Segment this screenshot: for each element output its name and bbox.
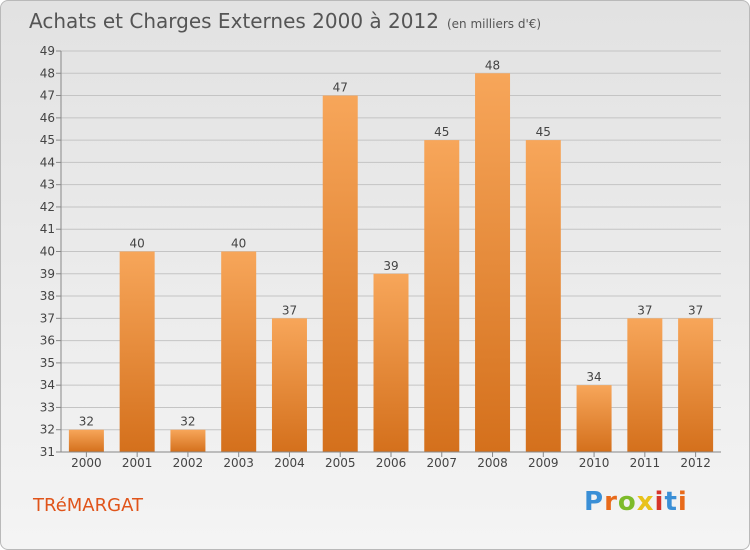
x-tick-label: 2000	[71, 456, 102, 470]
bar-value-label: 45	[434, 125, 449, 139]
y-tick-label: 36	[40, 334, 55, 348]
y-tick-label: 33	[40, 400, 55, 414]
bar-value-label: 40	[130, 237, 145, 251]
labels: 31 32 33 34 35 36 37 38 39 40 41 42 43 44 45 46 47 48 49 32…	[40, 44, 711, 470]
proxiti-logo: Proxiti	[584, 487, 688, 517]
bar	[68, 429, 104, 452]
logo-letter: x	[636, 487, 655, 517]
y-tick-label: 42	[40, 200, 55, 214]
y-tick-label: 41	[40, 222, 55, 236]
bars	[68, 73, 714, 453]
bar-value-label: 37	[637, 303, 652, 317]
bar	[170, 429, 206, 452]
x-tick-label: 2012	[680, 456, 711, 470]
chart-title: Achats et Charges Externes 2000 à 2012 (e…	[29, 9, 541, 33]
x-tick-label: 2011	[630, 456, 661, 470]
x-tick-label: 2008	[477, 456, 508, 470]
bar-value-label: 37	[688, 303, 703, 317]
bar	[576, 385, 612, 452]
logo-letter: o	[617, 487, 637, 517]
bar	[221, 251, 257, 452]
x-tick-label: 2007	[426, 456, 457, 470]
y-tick-label: 37	[40, 311, 55, 325]
bar	[373, 273, 409, 452]
bar-value-label: 47	[333, 81, 348, 95]
bar-value-label: 32	[180, 415, 195, 429]
y-tick-label: 48	[40, 66, 55, 80]
x-tick-label: 2004	[274, 456, 305, 470]
logo-letter: t	[664, 487, 678, 517]
y-tick-label: 40	[40, 245, 55, 259]
x-tick-label: 2005	[325, 456, 356, 470]
logo-letter: r	[604, 487, 618, 517]
commune-name: TRéMARGAT	[33, 495, 143, 516]
logo-letter: i	[654, 487, 665, 517]
x-tick-label: 2001	[122, 456, 153, 470]
y-tick-label: 43	[40, 178, 55, 192]
bar-value-label: 39	[383, 259, 398, 273]
x-tick-label: 2009	[528, 456, 559, 470]
chart-title-text: Achats et Charges Externes 2000 à 2012	[29, 9, 439, 33]
bar	[678, 318, 714, 452]
bar-value-label: 37	[282, 303, 297, 317]
y-tick-label: 45	[40, 133, 55, 147]
logo-letter: i	[677, 487, 688, 517]
x-tick-label: 2010	[579, 456, 610, 470]
y-tick-label: 49	[40, 44, 55, 58]
x-tick-label: 2006	[376, 456, 407, 470]
logo-letter: P	[584, 487, 605, 517]
bar-value-label: 48	[485, 58, 500, 72]
x-tick-label: 2002	[173, 456, 204, 470]
y-tick-label: 38	[40, 289, 55, 303]
chart-unit: (en milliers d'€)	[446, 17, 542, 31]
y-tick-label: 47	[40, 89, 55, 103]
y-tick-label: 34	[40, 378, 55, 392]
bar-value-label: 45	[536, 125, 551, 139]
bar-value-label: 32	[79, 415, 94, 429]
bar	[271, 318, 307, 452]
bar	[322, 95, 358, 453]
bar	[119, 251, 155, 452]
bar	[475, 73, 511, 453]
axes	[56, 50, 721, 457]
y-tick-label: 32	[40, 423, 55, 437]
y-tick-label: 35	[40, 356, 55, 370]
bar-value-label: 40	[231, 237, 246, 251]
bar	[627, 318, 663, 452]
x-tick-label: 2003	[223, 456, 254, 470]
y-tick-label: 44	[40, 155, 55, 169]
y-tick-label: 46	[40, 111, 55, 125]
bar	[525, 140, 561, 452]
y-tick-label: 31	[40, 445, 55, 459]
y-tick-label: 39	[40, 267, 55, 281]
bar	[424, 140, 460, 452]
bar-value-label: 34	[586, 370, 601, 384]
